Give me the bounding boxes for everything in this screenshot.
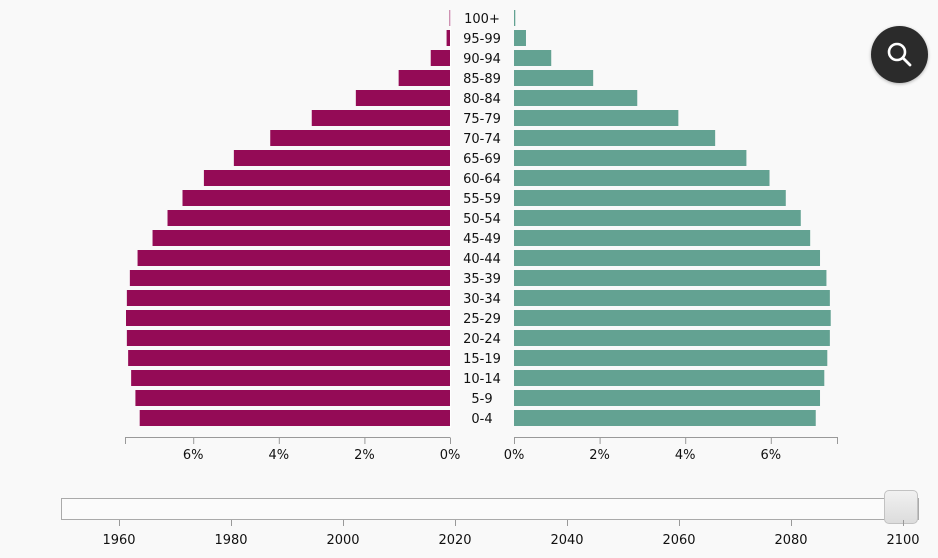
- right-axis-tick-label: 2%: [589, 448, 610, 463]
- bar-left-20-24: [126, 330, 451, 346]
- age-label: 80-84: [463, 92, 501, 107]
- bar-right-30-34: [514, 290, 830, 306]
- right-axis-tick-label: 4%: [675, 448, 696, 463]
- bar-right-15-19: [514, 350, 828, 366]
- timeline-tick-label: 2040: [550, 533, 583, 548]
- bar-right-85-89: [514, 70, 594, 86]
- bar-left-40-44: [137, 250, 450, 266]
- bar-right-40-44: [514, 250, 821, 266]
- age-label: 65-69: [463, 152, 501, 167]
- timeline-slider-handle[interactable]: [884, 490, 918, 524]
- bar-right-60-64: [514, 170, 770, 186]
- timeline-axis: 1960 1980 2000 2020 2040 2060 2080 2100: [102, 520, 920, 548]
- bar-right-0-4: [514, 410, 816, 426]
- age-label: 30-34: [463, 292, 501, 307]
- bar-left-80-84: [355, 90, 450, 106]
- bar-right-75-79: [514, 110, 679, 126]
- age-label: 90-94: [463, 52, 501, 67]
- age-label: 10-14: [463, 372, 501, 387]
- bar-right-55-59: [514, 190, 786, 206]
- bar-left-70-74: [270, 130, 450, 146]
- bar-right-5-9: [514, 390, 821, 406]
- bar-left-85-89: [398, 70, 450, 86]
- bar-left-55-59: [182, 190, 450, 206]
- bar-left-45-49: [152, 230, 451, 246]
- age-label: 0-4: [471, 412, 492, 427]
- bar-right-25-29: [514, 310, 831, 326]
- bar-left-75-79: [311, 110, 450, 126]
- left-axis-tick-label: 2%: [354, 448, 375, 463]
- age-label: 20-24: [463, 332, 501, 347]
- bar-right-35-39: [514, 270, 827, 286]
- timeline-slider-track[interactable]: [61, 498, 919, 520]
- age-label: 55-59: [463, 192, 501, 207]
- left-axis-tick-label: 6%: [183, 448, 204, 463]
- left-axis-tick-label: 4%: [268, 448, 289, 463]
- age-label: 75-79: [463, 112, 501, 127]
- bar-right-45-49: [514, 230, 811, 246]
- bar-left-10-14: [131, 370, 450, 386]
- bar-right-50-54: [514, 210, 801, 226]
- age-label: 40-44: [463, 252, 501, 267]
- bar-left-15-19: [128, 350, 451, 366]
- bar-left-65-69: [233, 150, 450, 166]
- search-icon: [887, 42, 912, 67]
- bar-left-100+: [449, 10, 451, 26]
- age-label: 70-74: [463, 132, 501, 147]
- age-label: 95-99: [463, 32, 501, 47]
- bar-left-35-39: [129, 270, 450, 286]
- bar-right-90-94: [514, 50, 552, 66]
- right-axis-tick-label: 6%: [760, 448, 781, 463]
- age-label: 25-29: [463, 312, 501, 327]
- right-axis-tick-label: 0%: [504, 448, 525, 463]
- age-label: 15-19: [463, 352, 501, 367]
- population-pyramid-chart: 0-4 5-9 10-14 15-19 20-24 25-29 30-34 35-39 40-4…: [125, 10, 838, 463]
- timeline-tick-label: 2080: [774, 533, 807, 548]
- bar-right-65-69: [514, 150, 747, 166]
- age-label: 5-9: [471, 392, 492, 407]
- age-label: 60-64: [463, 172, 501, 187]
- age-label: 100+: [464, 12, 500, 27]
- timeline-tick-label: 1980: [214, 533, 247, 548]
- bar-left-60-64: [203, 170, 450, 186]
- timeline-tick-label: 2060: [662, 533, 695, 548]
- timeline-tick-label: 1960: [102, 533, 135, 548]
- bar-left-30-34: [126, 290, 451, 306]
- bar-right-100+: [514, 10, 516, 26]
- age-label: 50-54: [463, 212, 501, 227]
- bar-right-95-99: [514, 30, 526, 46]
- age-label: 85-89: [463, 72, 501, 87]
- timeline-tick-label: 2100: [886, 533, 919, 548]
- age-label: 35-39: [463, 272, 501, 287]
- age-label: 45-49: [463, 232, 501, 247]
- bar-left-0-4: [139, 410, 450, 426]
- bar-left-5-9: [135, 390, 451, 406]
- bar-left-95-99: [446, 30, 450, 46]
- bar-left-50-54: [167, 210, 450, 226]
- bar-right-10-14: [514, 370, 825, 386]
- timeline-tick-label: 2020: [438, 533, 471, 548]
- bar-right-80-84: [514, 90, 638, 106]
- bar-left-90-94: [430, 50, 450, 66]
- bar-right-70-74: [514, 130, 716, 146]
- search-button[interactable]: [871, 26, 928, 83]
- bar-right-20-24: [514, 330, 830, 346]
- timeline-tick-label: 2000: [326, 533, 359, 548]
- bar-left-25-29: [126, 310, 450, 326]
- left-axis-tick-label: 0%: [440, 448, 461, 463]
